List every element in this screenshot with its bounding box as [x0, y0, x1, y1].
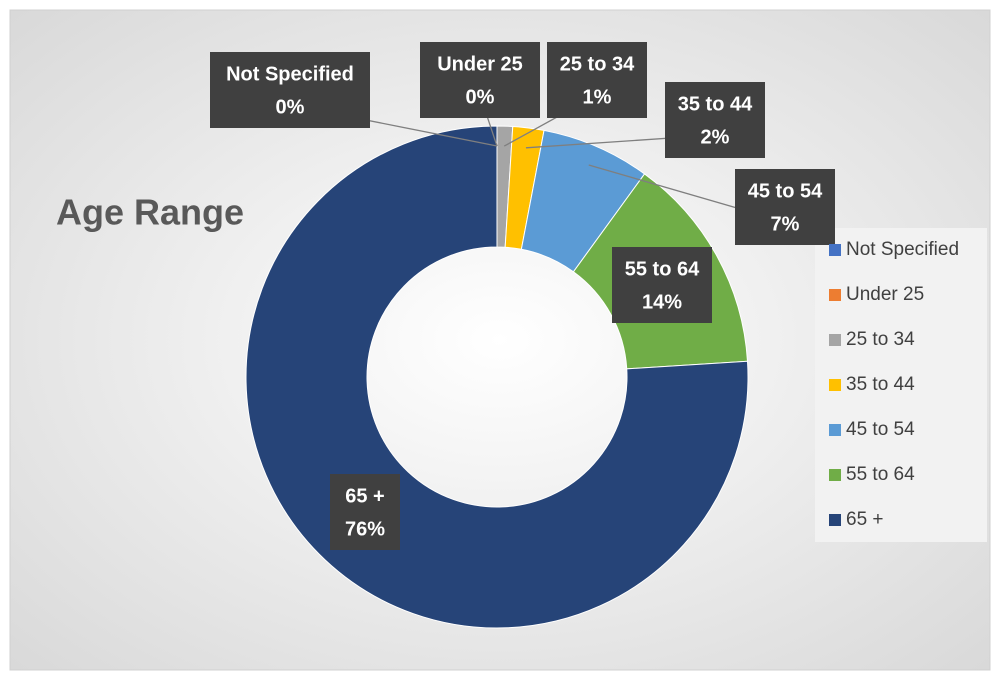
- legend-label: 55 to 64: [846, 464, 915, 485]
- legend-label: 45 to 54: [846, 419, 915, 440]
- data-label-box: [612, 247, 712, 323]
- legend-swatch: [829, 289, 841, 301]
- legend-label: 35 to 44: [846, 374, 915, 395]
- data-label-name: 25 to 34: [560, 53, 635, 75]
- data-label-value: 1%: [583, 86, 612, 108]
- data-label-value: 76%: [345, 518, 385, 540]
- data-label-value: 14%: [642, 291, 682, 313]
- legend-swatch: [829, 334, 841, 346]
- data-label-value: 2%: [701, 126, 730, 148]
- data-label-box: [210, 52, 370, 128]
- legend-swatch: [829, 514, 841, 526]
- data-label-box: [330, 474, 400, 550]
- data-label-value: 0%: [276, 96, 305, 118]
- legend-swatch: [829, 379, 841, 391]
- data-label-value: 7%: [771, 213, 800, 235]
- data-label-box: [735, 169, 835, 245]
- data-label-value: 0%: [466, 86, 495, 108]
- data-label-name: 35 to 44: [678, 93, 753, 115]
- legend-swatch: [829, 469, 841, 481]
- data-label-box: [547, 42, 647, 118]
- legend-swatch: [829, 244, 841, 256]
- legend-label: Not Specified: [846, 239, 959, 260]
- data-label-name: 65 +: [345, 485, 384, 507]
- chart-title: Age Range: [56, 192, 244, 233]
- legend-swatch: [829, 424, 841, 436]
- data-label-box: [665, 82, 765, 158]
- data-label-name: Not Specified: [226, 63, 354, 85]
- data-label-name: 55 to 64: [625, 258, 700, 280]
- legend-label: Under 25: [846, 284, 924, 305]
- legend-box: [815, 228, 987, 542]
- data-label-name: 45 to 54: [748, 180, 823, 202]
- legend-label: 65 +: [846, 509, 884, 530]
- data-label-name: Under 25: [437, 53, 523, 75]
- data-label-box: [420, 42, 540, 118]
- legend-label: 25 to 34: [846, 329, 915, 350]
